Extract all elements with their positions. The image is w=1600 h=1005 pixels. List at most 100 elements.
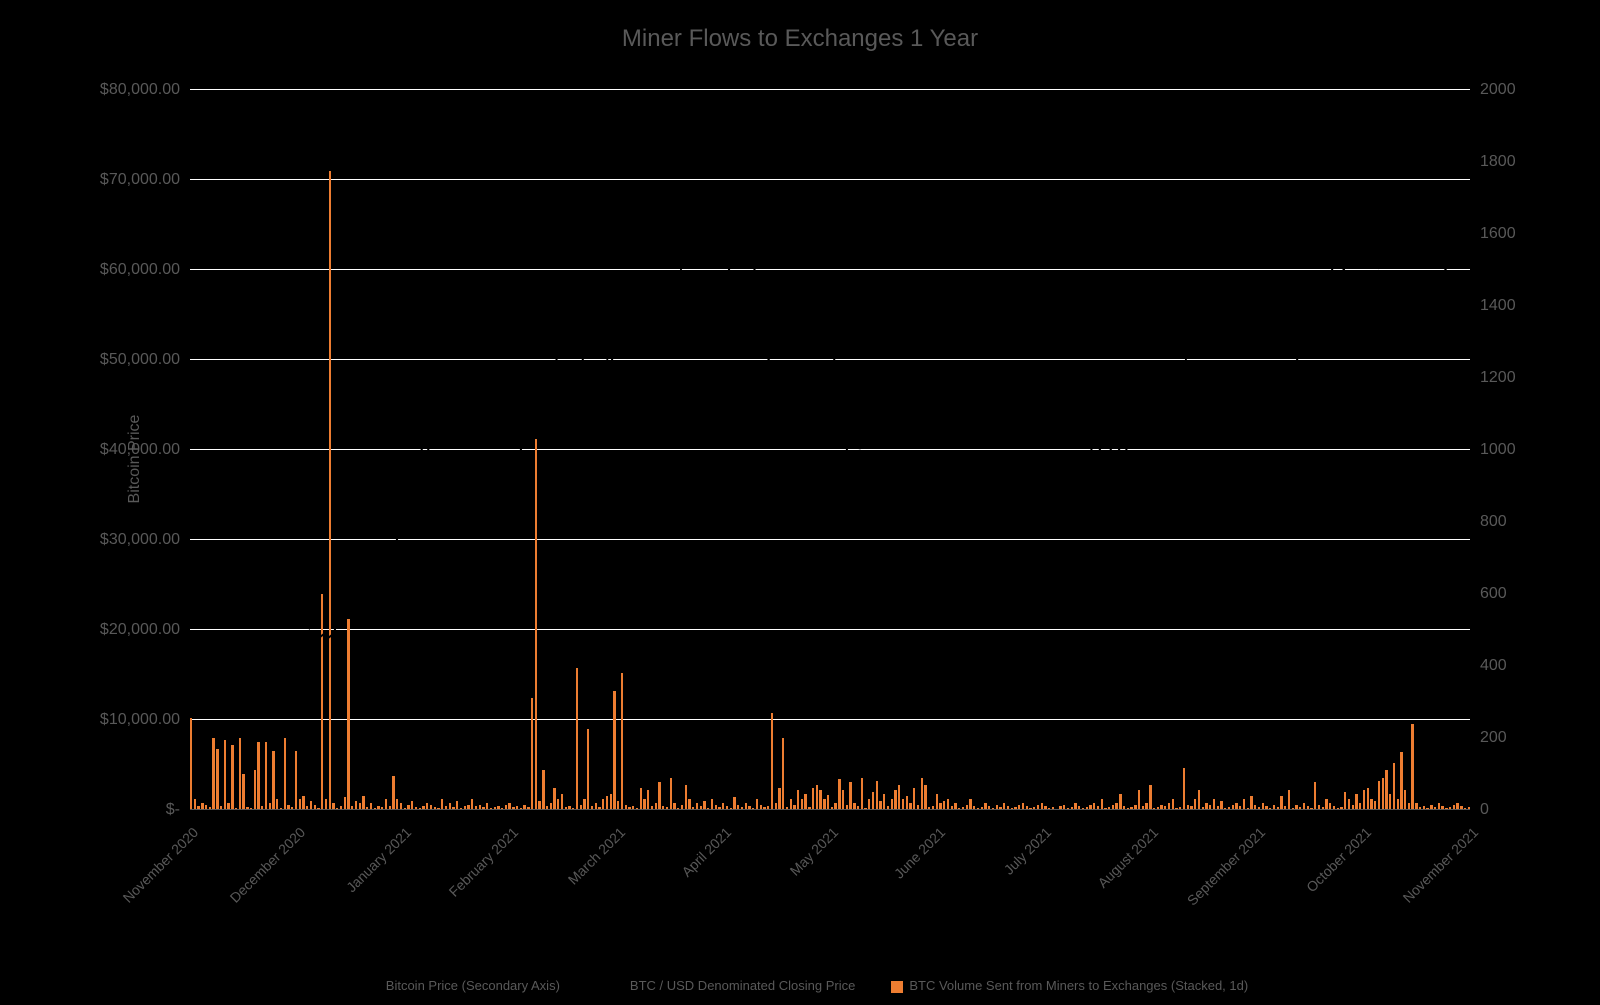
bar	[302, 796, 304, 810]
bar	[535, 439, 537, 810]
gridline	[190, 539, 1470, 540]
x-tick-label: September 2021	[1158, 824, 1268, 934]
legend-swatch-line	[596, 986, 624, 988]
bar	[254, 770, 256, 810]
bar	[621, 673, 623, 810]
bar	[827, 795, 829, 810]
bar	[876, 781, 878, 810]
x-tick-label: June 2021	[838, 824, 948, 934]
bar	[913, 788, 915, 810]
bar	[239, 738, 241, 810]
x-tick-label: May 2021	[731, 824, 841, 934]
bar	[1149, 785, 1151, 810]
bar	[778, 788, 780, 810]
legend-item: BTC / USD Denominated Closing Price	[596, 978, 855, 993]
bar	[1393, 763, 1395, 810]
x-tick-label: January 2021	[304, 824, 414, 934]
bar	[542, 770, 544, 810]
bar	[1363, 790, 1365, 810]
bar	[812, 788, 814, 810]
price-line	[190, 90, 1470, 810]
gridline	[190, 179, 1470, 180]
y-right-tick-label: 0	[1480, 801, 1540, 819]
bar	[1250, 796, 1252, 810]
x-tick-label: March 2021	[518, 824, 628, 934]
bar	[362, 796, 364, 810]
y-right-tick-label: 1000	[1480, 441, 1540, 459]
bar	[257, 742, 259, 810]
bar	[392, 776, 394, 810]
bar	[1344, 792, 1346, 810]
y-left-tick-label: $40,000.00	[60, 441, 180, 459]
bar	[347, 619, 349, 810]
bar	[1404, 790, 1406, 810]
y-left-tick-label: $10,000.00	[60, 711, 180, 729]
plot-area	[190, 90, 1470, 810]
y-left-tick-label: $20,000.00	[60, 621, 180, 639]
bar	[771, 713, 773, 810]
bar	[1385, 770, 1387, 810]
bar	[329, 171, 331, 810]
bar	[216, 749, 218, 810]
bar	[647, 790, 649, 810]
x-tick-label: July 2021	[944, 824, 1054, 934]
bar	[1378, 781, 1380, 810]
bar	[1314, 782, 1316, 810]
bar	[284, 738, 286, 810]
bar	[1288, 790, 1290, 810]
legend-label: BTC Volume Sent from Miners to Exchanges…	[909, 978, 1248, 993]
legend-label: BTC / USD Denominated Closing Price	[630, 978, 855, 993]
x-tick-label: October 2021	[1264, 824, 1374, 934]
bar	[1411, 724, 1413, 810]
gridline	[190, 359, 1470, 360]
bar	[894, 790, 896, 810]
y-right-tick-label: 800	[1480, 513, 1540, 531]
bar	[531, 698, 533, 810]
x-tick-label: November 2021	[1371, 824, 1481, 934]
bar	[613, 691, 615, 810]
bar	[816, 785, 818, 810]
bar	[883, 794, 885, 810]
bar	[921, 778, 923, 810]
bar	[242, 774, 244, 810]
bar	[190, 718, 192, 810]
bar	[861, 778, 863, 810]
bar	[838, 779, 840, 810]
bar	[782, 738, 784, 810]
legend-item: Bitcoin Price (Secondary Axis)	[352, 978, 560, 993]
bar	[670, 778, 672, 810]
bar	[224, 740, 226, 810]
legend-swatch-line	[352, 986, 380, 988]
x-tick-label: August 2021	[1051, 824, 1161, 934]
bar	[1355, 794, 1357, 810]
bar	[587, 729, 589, 810]
bar	[295, 751, 297, 810]
bar	[797, 790, 799, 810]
bar	[898, 785, 900, 810]
y-right-tick-label: 1600	[1480, 225, 1540, 243]
gridline	[190, 719, 1470, 720]
bar	[1119, 794, 1121, 810]
bar	[1389, 794, 1391, 810]
y-axis-left-title: Bitcoin Price	[126, 359, 144, 559]
bar	[936, 794, 938, 810]
bar	[906, 796, 908, 810]
x-tick-label: February 2021	[411, 824, 521, 934]
chart-title: Miner Flows to Exchanges 1 Year	[0, 25, 1600, 53]
bar	[1198, 790, 1200, 810]
bar	[272, 751, 274, 810]
y-left-tick-label: $30,000.00	[60, 531, 180, 549]
gridline	[190, 269, 1470, 270]
legend-item: BTC Volume Sent from Miners to Exchanges…	[891, 978, 1248, 993]
bar	[212, 738, 214, 810]
y-right-tick-label: 2000	[1480, 81, 1540, 99]
bar	[321, 594, 323, 810]
y-left-tick-label: $70,000.00	[60, 171, 180, 189]
bar	[606, 796, 608, 810]
x-axis-line	[190, 809, 1470, 810]
y-right-tick-label: 1200	[1480, 369, 1540, 387]
bar	[1138, 790, 1140, 810]
legend-label: Bitcoin Price (Secondary Axis)	[386, 978, 560, 993]
y-left-tick-label: $60,000.00	[60, 261, 180, 279]
bar	[640, 788, 642, 810]
